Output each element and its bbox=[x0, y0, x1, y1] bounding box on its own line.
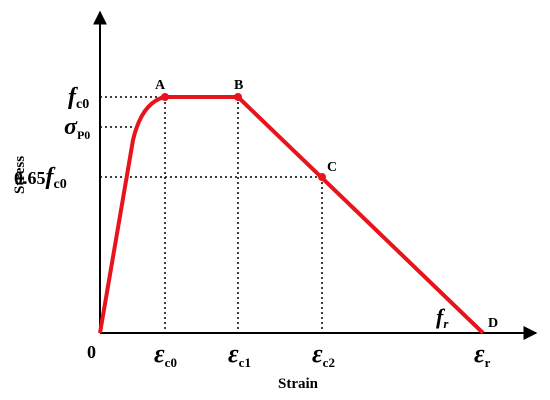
annotation: fr bbox=[436, 304, 449, 331]
x-axis-label: Strain bbox=[278, 376, 319, 392]
point-label: C bbox=[327, 160, 337, 175]
point-label: B bbox=[234, 78, 243, 93]
subscript: c0 bbox=[165, 355, 177, 370]
symbol: ε bbox=[154, 339, 165, 368]
stress-strain-curve bbox=[98, 95, 485, 335]
x-tick-label: εc2 bbox=[312, 339, 335, 370]
subscript: c1 bbox=[239, 355, 251, 370]
x-tick-label: εc0 bbox=[154, 339, 177, 370]
x-tick-label: εc1 bbox=[228, 339, 251, 370]
symbol: ε bbox=[312, 339, 323, 368]
prefix: 0.65 bbox=[14, 168, 46, 188]
subscript: r bbox=[485, 355, 491, 370]
symbol: σ bbox=[64, 114, 78, 140]
axes bbox=[93, 10, 538, 340]
subscript: c0 bbox=[76, 97, 89, 112]
symbol: ε bbox=[474, 339, 485, 368]
x-tick-label: εr bbox=[474, 339, 491, 370]
y-axis-label: Stress bbox=[12, 156, 28, 194]
point-marker bbox=[318, 173, 326, 181]
subscript: P0 bbox=[77, 128, 90, 142]
point-marker bbox=[234, 93, 242, 101]
subscript: c0 bbox=[54, 177, 67, 192]
y-tick-label: σP0 bbox=[64, 114, 90, 142]
y-tick-label: fc0 bbox=[68, 84, 89, 112]
x-tick-labels: εc0 εc1 εc2 εr bbox=[154, 339, 491, 370]
symbol: ε bbox=[228, 339, 239, 368]
subscript: r bbox=[443, 316, 449, 331]
guides bbox=[100, 96, 323, 333]
point-labels: A B C D bbox=[155, 78, 498, 331]
symbol: f bbox=[68, 84, 78, 110]
origin-label: 0 bbox=[87, 342, 96, 362]
subscript: c2 bbox=[323, 355, 335, 370]
symbol: f bbox=[46, 164, 56, 190]
point-label: D bbox=[488, 316, 498, 331]
point-markers bbox=[161, 93, 326, 181]
symbol: f bbox=[436, 304, 446, 329]
point-marker bbox=[161, 93, 169, 101]
point-label: A bbox=[155, 78, 166, 93]
y-tick-label: 0.65fc0 bbox=[14, 164, 67, 192]
